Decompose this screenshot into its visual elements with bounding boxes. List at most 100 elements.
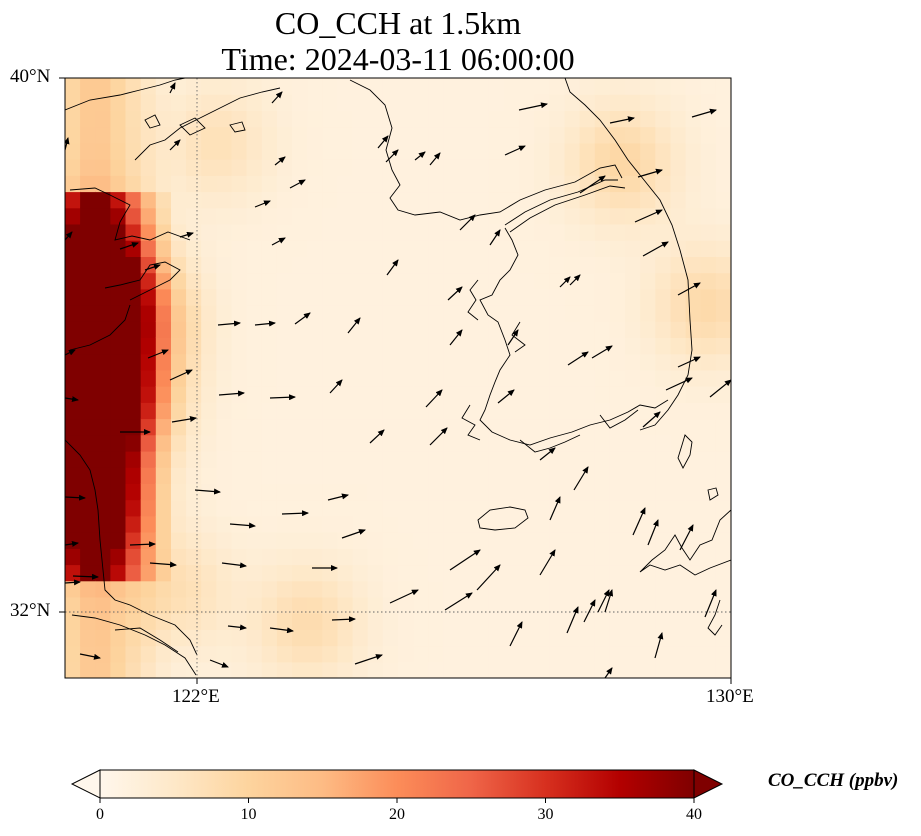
field-cell bbox=[186, 207, 202, 225]
field-cell bbox=[171, 159, 187, 176]
field-cell bbox=[155, 321, 172, 338]
field-cell bbox=[655, 240, 671, 257]
field-cell bbox=[80, 207, 96, 225]
field-cell bbox=[458, 613, 475, 630]
field-cell bbox=[655, 78, 671, 95]
wind-vector bbox=[289, 179, 306, 189]
field-cell bbox=[579, 94, 596, 111]
field-cell bbox=[443, 305, 460, 322]
field-cell bbox=[186, 272, 202, 290]
field-cell bbox=[700, 94, 717, 111]
field-cell bbox=[125, 78, 142, 95]
field-cell bbox=[201, 337, 217, 355]
field-cell bbox=[398, 402, 414, 420]
field-cell bbox=[428, 434, 444, 452]
field-cell bbox=[458, 434, 475, 452]
field-cell bbox=[201, 532, 217, 549]
field-cell bbox=[110, 451, 127, 468]
field-cell bbox=[504, 386, 520, 403]
field-cell bbox=[473, 499, 490, 517]
field-cell bbox=[125, 369, 142, 387]
field-cell bbox=[579, 288, 596, 306]
field-cell bbox=[261, 142, 278, 160]
field-cell bbox=[640, 256, 656, 274]
field-cell bbox=[579, 110, 596, 128]
field-cell bbox=[594, 418, 611, 436]
field-cell bbox=[246, 645, 263, 663]
field-cell bbox=[171, 499, 187, 517]
field-cell bbox=[428, 418, 444, 436]
field-cell bbox=[594, 305, 611, 322]
field-cell bbox=[110, 78, 127, 95]
field-cell bbox=[307, 515, 323, 533]
field-cell bbox=[700, 288, 717, 306]
field-cell bbox=[140, 402, 157, 420]
wind-vector bbox=[72, 573, 99, 580]
field-cell bbox=[171, 288, 187, 306]
field-cell bbox=[171, 321, 187, 338]
field-cell bbox=[352, 418, 369, 436]
field-cell bbox=[201, 94, 217, 111]
field-cell bbox=[307, 272, 323, 290]
field-cell bbox=[715, 142, 731, 160]
field-cell bbox=[171, 532, 187, 549]
field-cell bbox=[458, 191, 475, 209]
field-cell bbox=[80, 515, 96, 533]
field-cell bbox=[413, 499, 429, 517]
field-cell bbox=[609, 223, 626, 241]
wind-vector bbox=[604, 667, 613, 678]
field-cell bbox=[458, 78, 475, 95]
field-cell bbox=[201, 499, 217, 517]
field-cell bbox=[609, 451, 626, 468]
field-cell bbox=[579, 175, 596, 193]
field-cell bbox=[685, 240, 702, 257]
field-cell bbox=[140, 369, 157, 387]
field-cell bbox=[231, 629, 248, 647]
field-cell bbox=[367, 564, 384, 582]
field-cell bbox=[216, 499, 233, 517]
field-cell bbox=[322, 386, 338, 403]
field-cell bbox=[625, 564, 641, 582]
field-cell bbox=[473, 126, 490, 144]
field-cell bbox=[700, 548, 717, 566]
field-cell bbox=[322, 78, 338, 95]
field-cell bbox=[625, 353, 641, 371]
field-cell bbox=[655, 661, 671, 678]
field-cell bbox=[458, 94, 475, 111]
field-cell bbox=[292, 240, 308, 257]
field-cell bbox=[307, 596, 323, 614]
field-cell bbox=[155, 629, 172, 647]
field-cell bbox=[504, 613, 520, 630]
field-cell bbox=[261, 110, 278, 128]
field-cell bbox=[519, 418, 535, 436]
field-cell bbox=[640, 142, 656, 160]
field-cell bbox=[594, 288, 611, 306]
field-cell bbox=[65, 305, 81, 322]
field-cell bbox=[276, 532, 293, 549]
field-cell bbox=[428, 386, 444, 403]
field-cell bbox=[140, 386, 157, 403]
field-cell bbox=[276, 613, 293, 630]
field-cell bbox=[458, 369, 475, 387]
field-cell bbox=[352, 580, 369, 598]
field-cell bbox=[625, 499, 641, 517]
wind-vector bbox=[497, 389, 515, 404]
field-cell bbox=[352, 451, 369, 468]
field-cell bbox=[685, 645, 702, 663]
field-cell bbox=[640, 272, 656, 290]
wind-vector bbox=[385, 149, 399, 163]
field-cell bbox=[201, 661, 217, 678]
field-cell bbox=[519, 661, 535, 678]
field-cell bbox=[80, 418, 96, 436]
field-cell bbox=[640, 240, 656, 257]
field-cell bbox=[231, 110, 248, 128]
field-cell bbox=[398, 548, 414, 566]
field-cell bbox=[564, 515, 581, 533]
field-cell bbox=[125, 175, 142, 193]
field-cell bbox=[534, 78, 550, 95]
field-cell bbox=[700, 402, 717, 420]
field-cell bbox=[594, 515, 611, 533]
field-cell bbox=[65, 596, 81, 614]
field-cell bbox=[292, 223, 308, 241]
field-cell bbox=[201, 240, 217, 257]
